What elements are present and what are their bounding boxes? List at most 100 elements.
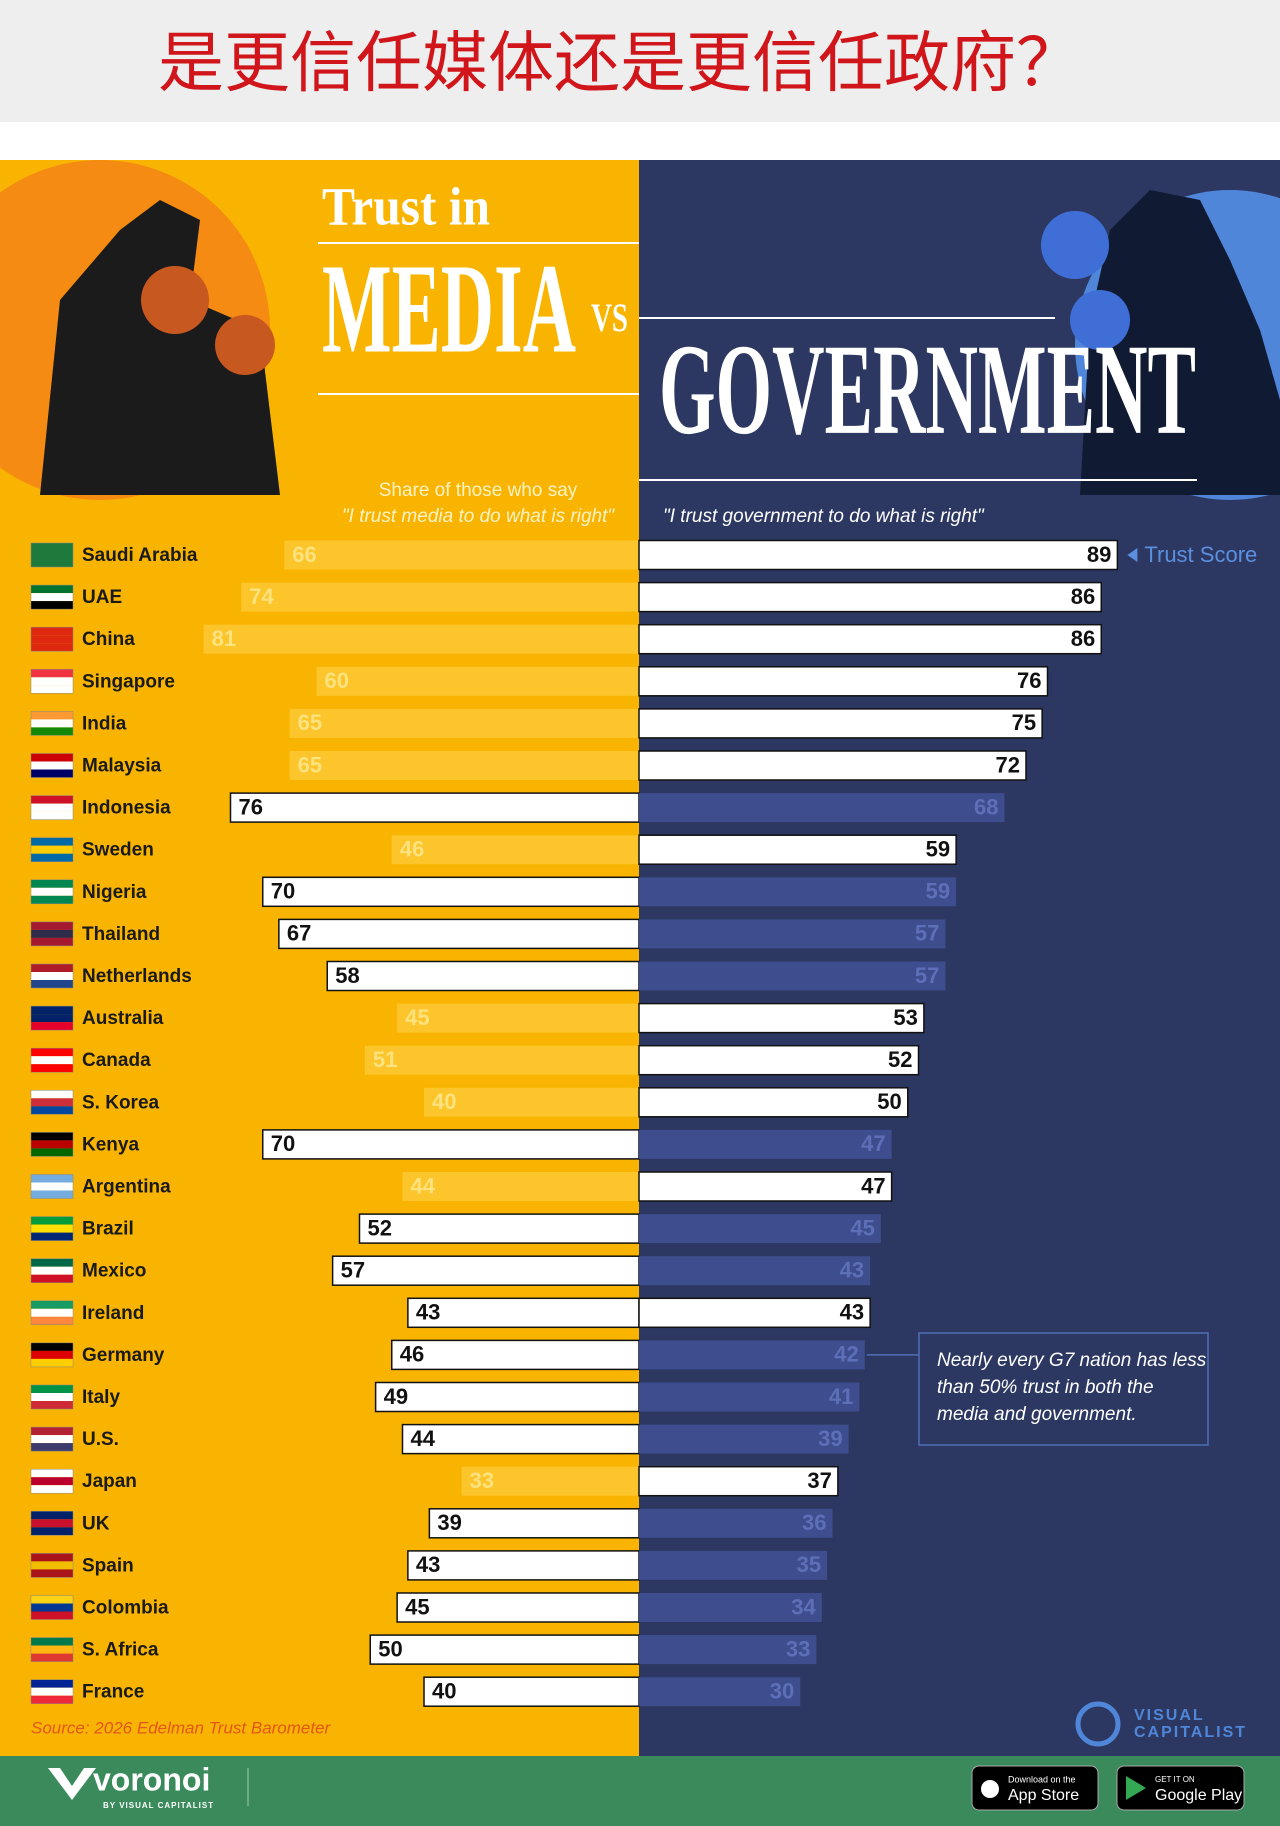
google-play-button[interactable] [1116,1765,1245,1811]
government-value-label: 41 [829,1384,853,1409]
flag-stripe [31,845,73,854]
flag-border [30,1174,74,1199]
flag-stripe [31,1477,73,1486]
flag-stripe [31,1611,73,1620]
country-label: Brazil [82,1219,134,1240]
country-label: Japan [82,1471,137,1492]
note-line: media and government. [937,1404,1137,1425]
flag-stripe [31,1401,73,1409]
flag-stripe [31,1308,73,1317]
government-bar [638,708,1043,739]
government-value-label: 75 [1012,710,1036,735]
government-bar [638,750,1027,781]
government-bar [639,919,946,949]
media-bar [397,1003,639,1033]
government-bar [638,539,1119,571]
flag-border [30,1595,74,1620]
flag-stripe [31,1056,73,1065]
flag-stripe [31,1561,73,1570]
flag-stripe [31,1148,73,1157]
flag-border [30,669,74,694]
flag-stripe [31,1090,73,1099]
flag-stripe [31,1469,73,1478]
media-bar [407,1297,640,1329]
government-value-label: 43 [840,1300,864,1325]
flag-border [30,879,74,905]
flag-stripe [31,685,73,694]
flag-border [30,1258,74,1283]
country-label: Germany [82,1345,165,1366]
flag-border [30,542,74,568]
media-value-label: 40 [432,1089,456,1114]
media-bar [364,1045,639,1075]
media-value-label: 49 [384,1384,408,1409]
country-label: Saudi Arabia [82,545,198,566]
note-box [918,1332,1209,1446]
government-value-label: 57 [915,921,939,946]
media-bar [423,1676,640,1707]
flag-stripe [31,1232,73,1241]
flag-stripe [31,1695,73,1704]
flag-stripe [31,811,73,820]
flag-stripe [31,1427,73,1436]
government-bar [639,1214,881,1244]
government-value-label: 72 [996,752,1020,777]
media-bar [428,1508,640,1539]
country-label: Argentina [82,1177,171,1198]
flag-border [30,1216,74,1241]
flag-border [30,1342,74,1368]
media-bar [278,918,640,950]
media-bar [369,1634,640,1665]
flag-stripe [31,895,73,904]
flag-stripe [31,1266,73,1275]
government-bar [639,1382,860,1412]
brand-mark [48,1768,96,1800]
media-value-label: 65 [298,752,322,777]
media-value-label: 65 [298,710,322,735]
flag-stripe [31,669,73,678]
flag-stripe [31,627,73,636]
flag-stripe [31,1258,73,1267]
flag-border [30,1553,74,1578]
media-bar [391,835,639,865]
flag-stripe [31,937,73,946]
annotation-arrow [1127,548,1138,562]
country-label: Malaysia [82,756,162,777]
government-bar [638,1297,871,1329]
media-value-label: 60 [325,668,349,693]
government-value-label: 35 [797,1552,821,1577]
media-bar [316,666,639,696]
figure-government [1080,190,1280,495]
flag-border [30,626,74,652]
government-bar [639,961,946,991]
flag-stripe [31,879,73,888]
media-bar [331,1255,640,1286]
flag-stripe [31,1443,73,1452]
country-label: Kenya [82,1134,139,1155]
flag-stripe [31,1485,73,1494]
logo-mark [1075,1701,1121,1747]
media-bar [229,792,640,823]
flag-stripe [31,1653,73,1662]
government-bar [638,581,1102,613]
annotation: Trust Score [1144,542,1257,567]
country-label: S. Korea [82,1092,160,1113]
headline-line1: Trust in [322,176,490,236]
flag-border [30,1468,74,1494]
flag-stripe [31,1274,73,1283]
flag-stripe [31,1603,73,1612]
country-label: Sweden [82,840,154,861]
government-bar [638,1044,920,1076]
page-title: 是更信任媒体还是更信任政府？ [158,25,1082,99]
media-value-label: 66 [292,542,316,567]
glove [215,315,275,375]
app-store-label: App Store [1008,1787,1079,1804]
flag-border [30,795,74,820]
title-banner [0,0,1280,122]
country-label: China [82,629,135,650]
government-value-label: 37 [807,1468,831,1493]
media-bar [407,1550,640,1581]
media-value-label: 51 [373,1047,397,1072]
app-store-button[interactable] [971,1765,1099,1811]
government-value-label: 86 [1071,626,1095,651]
